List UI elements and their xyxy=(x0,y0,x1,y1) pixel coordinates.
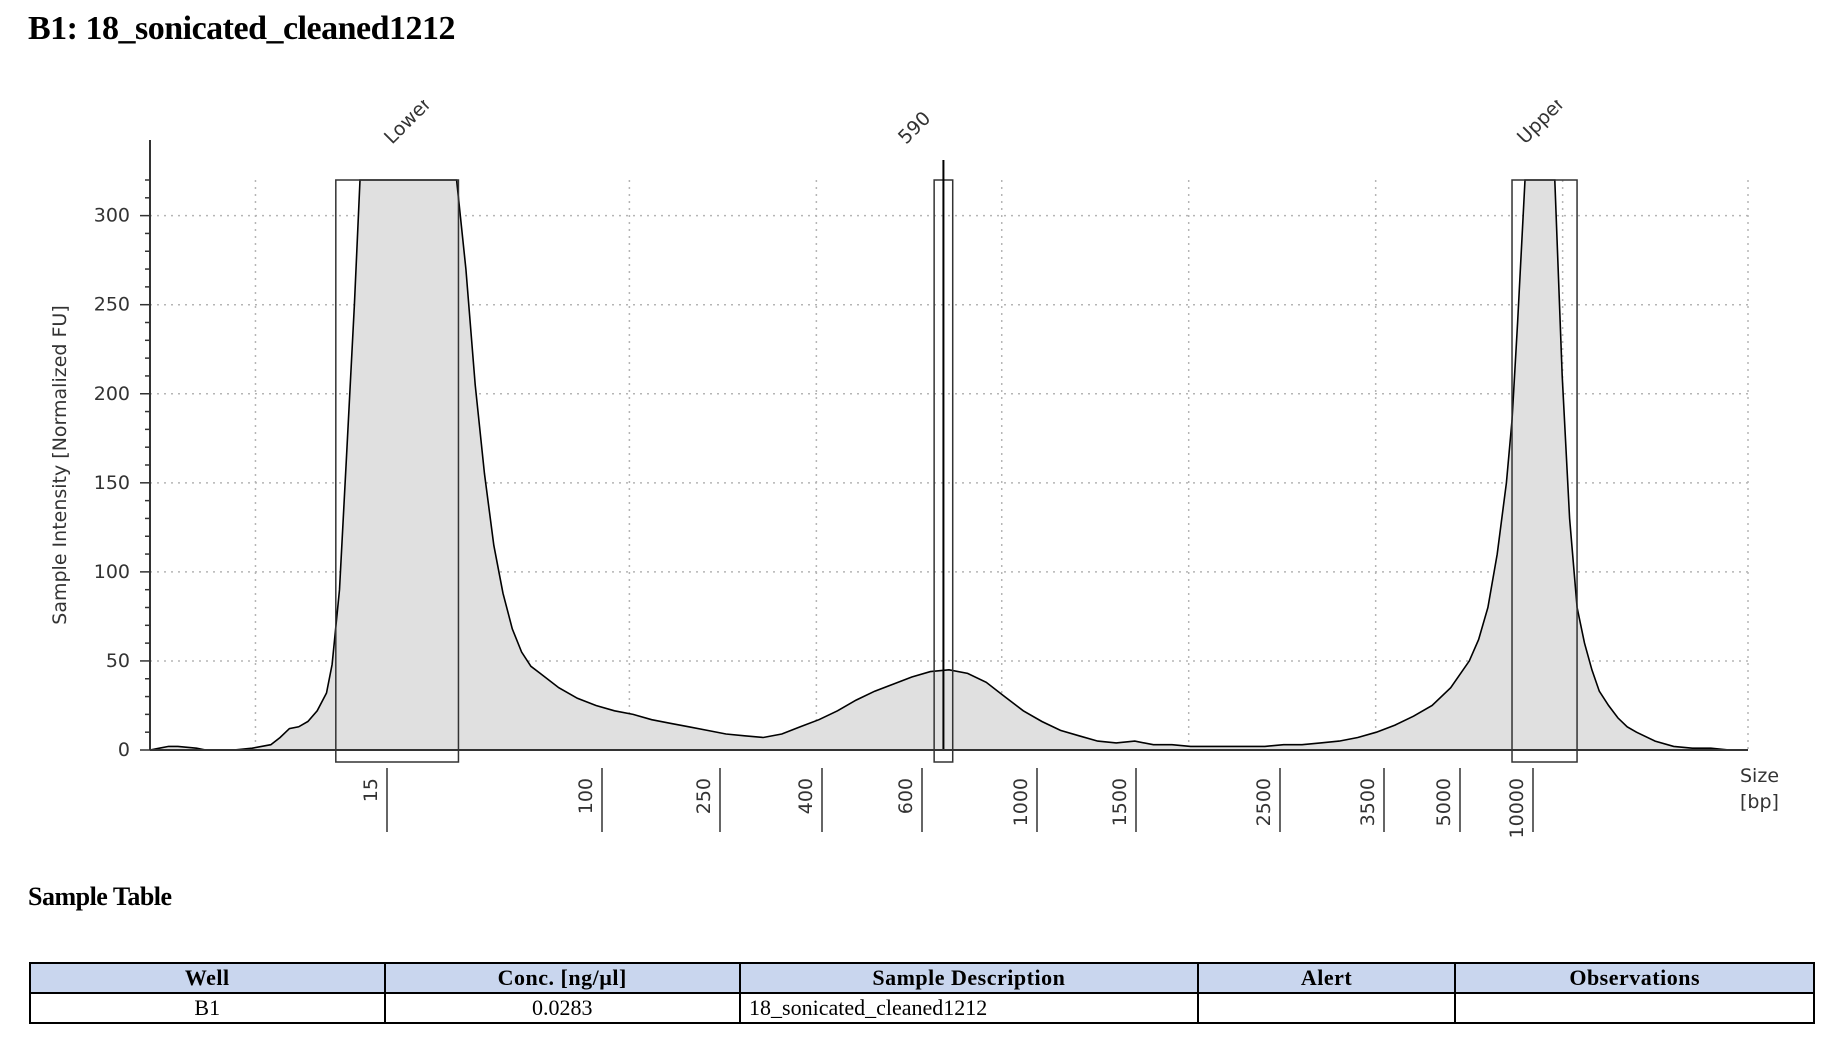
trace-area xyxy=(150,180,1748,750)
header-observations: Observations xyxy=(1454,962,1815,994)
x-tick-label: 10000 xyxy=(1506,778,1528,838)
y-tick-label: 150 xyxy=(94,472,130,494)
y-tick-labels: 0 50 100 150 200 250 300 xyxy=(94,205,130,761)
marker-box-lower xyxy=(335,179,460,763)
x-tick-label: 1000 xyxy=(1010,778,1032,826)
header-conc: Conc. [ng/µl] xyxy=(383,962,742,994)
header-sample-description: Sample Description xyxy=(739,962,1199,994)
peak-label: Lower xyxy=(380,100,436,149)
peak-labels: Lower 590 Upper xyxy=(380,100,1569,149)
cell-sample-description: 18_sonicated_cleaned1212 xyxy=(739,992,1199,1024)
trace xyxy=(149,179,1748,751)
y-tick-label: 100 xyxy=(94,561,130,583)
peak-label: 590 xyxy=(894,107,935,148)
x-tick-label: 400 xyxy=(795,778,817,814)
axes xyxy=(140,140,1748,751)
x-axis-label-line-2: [bp] xyxy=(1740,791,1779,813)
x-tick-label: 2500 xyxy=(1253,778,1275,826)
x-tick-label: 5000 xyxy=(1433,778,1455,826)
sample-table-title: Sample Table xyxy=(28,882,172,911)
x-axis-label: Size [bp] xyxy=(1740,765,1785,813)
y-tick-label: 0 xyxy=(118,739,130,761)
x-tick-label: 600 xyxy=(895,778,917,814)
cell-well: B1 xyxy=(29,992,386,1024)
x-axis-label-line-1: Size xyxy=(1740,765,1779,787)
x-tick-labels: 15 100 250 400 600 1000 1500 2500 3500 5000 10000 xyxy=(360,768,1534,838)
trace-line xyxy=(149,179,1748,751)
table-header-row: Well Conc. [ng/µl] Sample Description Al… xyxy=(29,962,1815,994)
peak-label: Upper xyxy=(1513,100,1569,149)
x-tick-label: 3500 xyxy=(1357,778,1379,826)
x-tick-label: 100 xyxy=(575,778,597,814)
header-well: Well xyxy=(29,962,386,994)
x-tick-label: 1500 xyxy=(1109,778,1131,826)
y-tick-label: 300 xyxy=(94,205,130,227)
y-axis-label: Sample Intensity [Normalized FU] xyxy=(49,305,71,624)
x-tick-label: 15 xyxy=(360,778,382,802)
header-alert: Alert xyxy=(1196,962,1457,994)
cell-conc: 0.0283 xyxy=(383,992,742,1024)
page-title: B1: 18_sonicated_cleaned1212 xyxy=(28,10,456,47)
electropherogram-chart: 0 50 100 150 200 250 300 15 100 250 400 600 1000 150… xyxy=(49,100,1785,838)
y-tick-label: 50 xyxy=(106,650,130,672)
y-tick-label: 250 xyxy=(94,294,130,316)
table-row: B1 0.0283 18_sonicated_cleaned1212 xyxy=(29,992,1815,1024)
marker-box-upper xyxy=(1511,179,1578,763)
cell-alert xyxy=(1196,992,1457,1024)
sample-table: Well Conc. [ng/µl] Sample Description Al… xyxy=(29,962,1815,1024)
y-tick-label: 200 xyxy=(94,383,130,405)
marker-boxes xyxy=(335,160,1578,763)
x-tick-label: 250 xyxy=(693,778,715,814)
cell-observations xyxy=(1454,992,1815,1024)
